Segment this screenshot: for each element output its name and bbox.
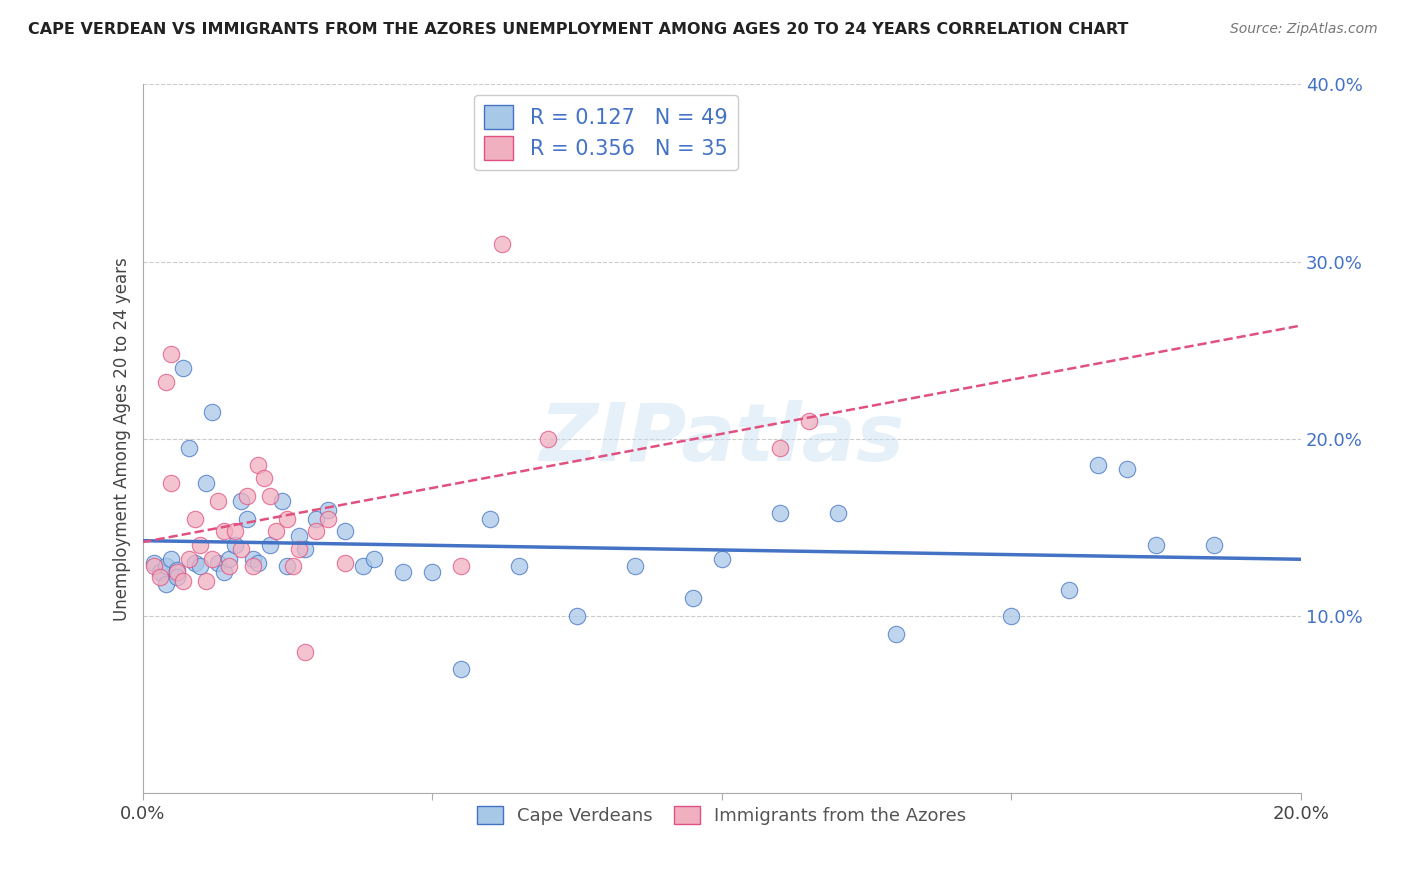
Point [160,552,183,566]
Point [160,347,183,361]
Point [259,489,281,503]
Point [236,489,259,503]
Point [1144,538,1167,552]
Point [218,552,240,566]
Point [363,552,385,566]
Point [242,559,264,574]
Point [259,538,281,552]
Point [155,577,177,591]
Point [270,494,292,508]
Point [247,556,270,570]
Point [710,552,733,566]
Point [769,441,792,455]
Point [224,538,246,552]
Point [479,511,502,525]
Point [537,432,560,446]
Point [229,494,252,508]
Point [177,552,200,566]
Point [392,565,415,579]
Point [1059,582,1081,597]
Point [288,529,311,543]
Point [565,609,588,624]
Text: ZIPatlas: ZIPatlas [540,400,904,478]
Text: Source: ZipAtlas.com: Source: ZipAtlas.com [1230,22,1378,37]
Point [491,236,513,251]
Point [335,556,357,570]
Point [195,574,218,588]
Point [1204,538,1226,552]
Y-axis label: Unemployment Among Ages 20 to 24 years: Unemployment Among Ages 20 to 24 years [114,257,131,621]
Point [450,559,472,574]
Point [229,541,252,556]
Point [316,511,339,525]
Point [450,662,472,676]
Point [1116,462,1139,476]
Point [1000,609,1022,624]
Point [183,511,205,525]
Point [166,570,188,584]
Point [172,574,194,588]
Point [207,494,229,508]
Point [352,559,374,574]
Point [884,627,907,641]
Point [166,565,188,579]
Point [166,563,188,577]
Point [201,552,224,566]
Point [143,556,166,570]
Point [155,375,177,389]
Point [1087,458,1109,473]
Point [190,559,212,574]
Point [305,524,328,538]
Point [253,471,276,485]
Point [335,524,357,538]
Point [190,538,212,552]
Point [797,414,820,428]
Point [242,552,264,566]
Point [288,541,311,556]
Point [236,511,259,525]
Point [264,524,287,538]
Point [195,476,218,491]
Point [143,559,166,574]
Point [177,441,200,455]
Text: CAPE VERDEAN VS IMMIGRANTS FROM THE AZORES UNEMPLOYMENT AMONG AGES 20 TO 24 YEAR: CAPE VERDEAN VS IMMIGRANTS FROM THE AZOR… [28,22,1129,37]
Point [276,559,298,574]
Point [224,524,246,538]
Point [155,559,177,574]
Point [149,570,172,584]
Point [682,591,704,606]
Point [218,559,240,574]
Point [201,405,224,419]
Point [769,506,792,520]
Point [624,559,647,574]
Point [294,644,316,658]
Point [247,458,270,473]
Point [212,565,235,579]
Legend: Cape Verdeans, Immigrants from the Azores: Cape Verdeans, Immigrants from the Azore… [468,797,976,834]
Point [276,511,298,525]
Point [207,556,229,570]
Point [183,556,205,570]
Point [827,506,849,520]
Point [294,541,316,556]
Point [508,559,530,574]
Point [420,565,443,579]
Point [149,565,172,579]
Point [160,476,183,491]
Point [212,524,235,538]
Point [281,559,304,574]
Point [305,511,328,525]
Point [172,361,194,376]
Point [316,503,339,517]
